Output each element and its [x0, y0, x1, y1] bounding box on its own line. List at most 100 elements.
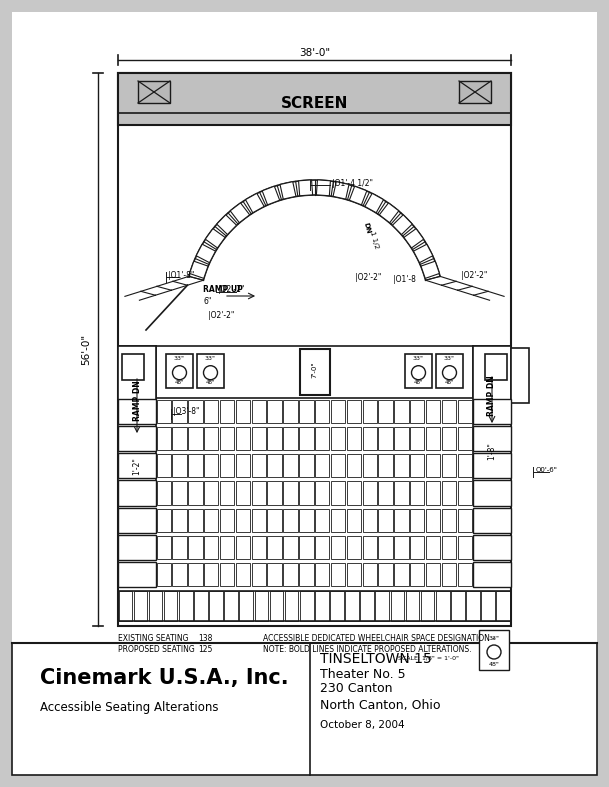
Bar — [188, 427, 203, 450]
Bar — [157, 508, 171, 532]
Bar — [390, 591, 404, 621]
Bar — [331, 508, 345, 532]
Bar — [511, 348, 529, 403]
Bar — [426, 508, 440, 532]
Bar — [172, 536, 187, 559]
Bar — [394, 536, 409, 559]
Text: SCALE: 1/8" = 1'-0": SCALE: 1/8" = 1'-0" — [398, 656, 459, 661]
Bar — [172, 427, 187, 450]
Bar — [315, 536, 329, 559]
Bar — [315, 427, 329, 450]
Bar — [220, 400, 234, 423]
Bar — [394, 427, 409, 450]
Bar — [457, 508, 472, 532]
Bar — [172, 400, 187, 423]
Bar — [394, 400, 409, 423]
Text: NOTE: BOLD LINES INDICATE PROPOSED ALTERATIONS.: NOTE: BOLD LINES INDICATE PROPOSED ALTER… — [263, 645, 471, 654]
Bar — [236, 536, 250, 559]
Bar — [394, 454, 409, 478]
Bar — [410, 400, 424, 423]
Bar — [426, 427, 440, 450]
Bar — [236, 454, 250, 478]
Text: 33": 33" — [444, 357, 455, 361]
Bar — [361, 591, 374, 621]
Bar — [204, 563, 219, 586]
Bar — [299, 508, 314, 532]
Bar — [426, 482, 440, 504]
Bar — [333, 182, 349, 199]
Bar — [315, 563, 329, 586]
Bar — [267, 563, 282, 586]
Text: 48": 48" — [206, 380, 215, 386]
Bar — [283, 563, 298, 586]
Bar — [252, 482, 266, 504]
Text: North Canton, Ohio: North Canton, Ohio — [320, 700, 440, 712]
Text: 7'-0": 7'-0" — [311, 362, 317, 379]
Bar — [442, 400, 456, 423]
Bar — [405, 354, 432, 388]
Text: 33": 33" — [488, 635, 499, 641]
Bar — [410, 536, 424, 559]
Bar — [194, 591, 208, 621]
Bar — [459, 81, 491, 103]
Bar — [255, 591, 268, 621]
Bar — [267, 454, 282, 478]
Bar — [457, 536, 472, 559]
Bar — [245, 194, 264, 212]
Circle shape — [412, 366, 426, 379]
Bar — [283, 400, 298, 423]
Bar — [457, 400, 472, 423]
Bar — [262, 187, 280, 205]
Bar — [315, 400, 329, 423]
Bar — [204, 454, 219, 478]
Text: |O2'-2": |O2'-2" — [218, 286, 244, 294]
Bar — [188, 482, 203, 504]
Bar — [362, 508, 377, 532]
Bar — [473, 534, 511, 560]
Bar — [406, 591, 420, 621]
Bar — [230, 203, 250, 223]
Bar — [410, 454, 424, 478]
Bar — [378, 400, 393, 423]
Bar — [394, 563, 409, 586]
Bar — [118, 453, 156, 478]
Bar — [267, 482, 282, 504]
Bar — [236, 563, 250, 586]
Bar — [267, 427, 282, 450]
Text: SCREEN: SCREEN — [281, 95, 348, 110]
Bar — [378, 536, 393, 559]
Text: O0'-6": O0'-6" — [536, 467, 558, 473]
Bar — [473, 480, 511, 505]
Bar — [457, 482, 472, 504]
Text: RAMP DN: RAMP DN — [487, 375, 496, 416]
Bar — [410, 427, 424, 450]
Bar — [220, 454, 234, 478]
Bar — [316, 180, 331, 196]
Bar — [473, 399, 511, 424]
Bar — [285, 591, 298, 621]
Bar — [236, 427, 250, 450]
Bar — [197, 354, 224, 388]
Circle shape — [172, 366, 186, 379]
Text: 48": 48" — [445, 380, 454, 386]
Bar — [299, 454, 314, 478]
Bar — [157, 427, 171, 450]
Bar — [120, 351, 148, 393]
Bar — [118, 73, 511, 626]
Bar — [270, 591, 283, 621]
Bar — [426, 454, 440, 478]
Bar — [315, 454, 329, 478]
Bar — [118, 562, 156, 587]
Bar — [196, 244, 216, 263]
Text: |O2'-2": |O2'-2" — [354, 274, 381, 283]
Text: 48": 48" — [414, 380, 423, 386]
Circle shape — [443, 366, 457, 379]
Bar — [457, 454, 472, 478]
Bar — [442, 427, 456, 450]
Bar — [209, 591, 223, 621]
Text: 33": 33" — [413, 357, 424, 361]
Bar — [204, 508, 219, 532]
Bar — [118, 508, 156, 533]
Bar — [122, 354, 144, 380]
Bar — [267, 536, 282, 559]
